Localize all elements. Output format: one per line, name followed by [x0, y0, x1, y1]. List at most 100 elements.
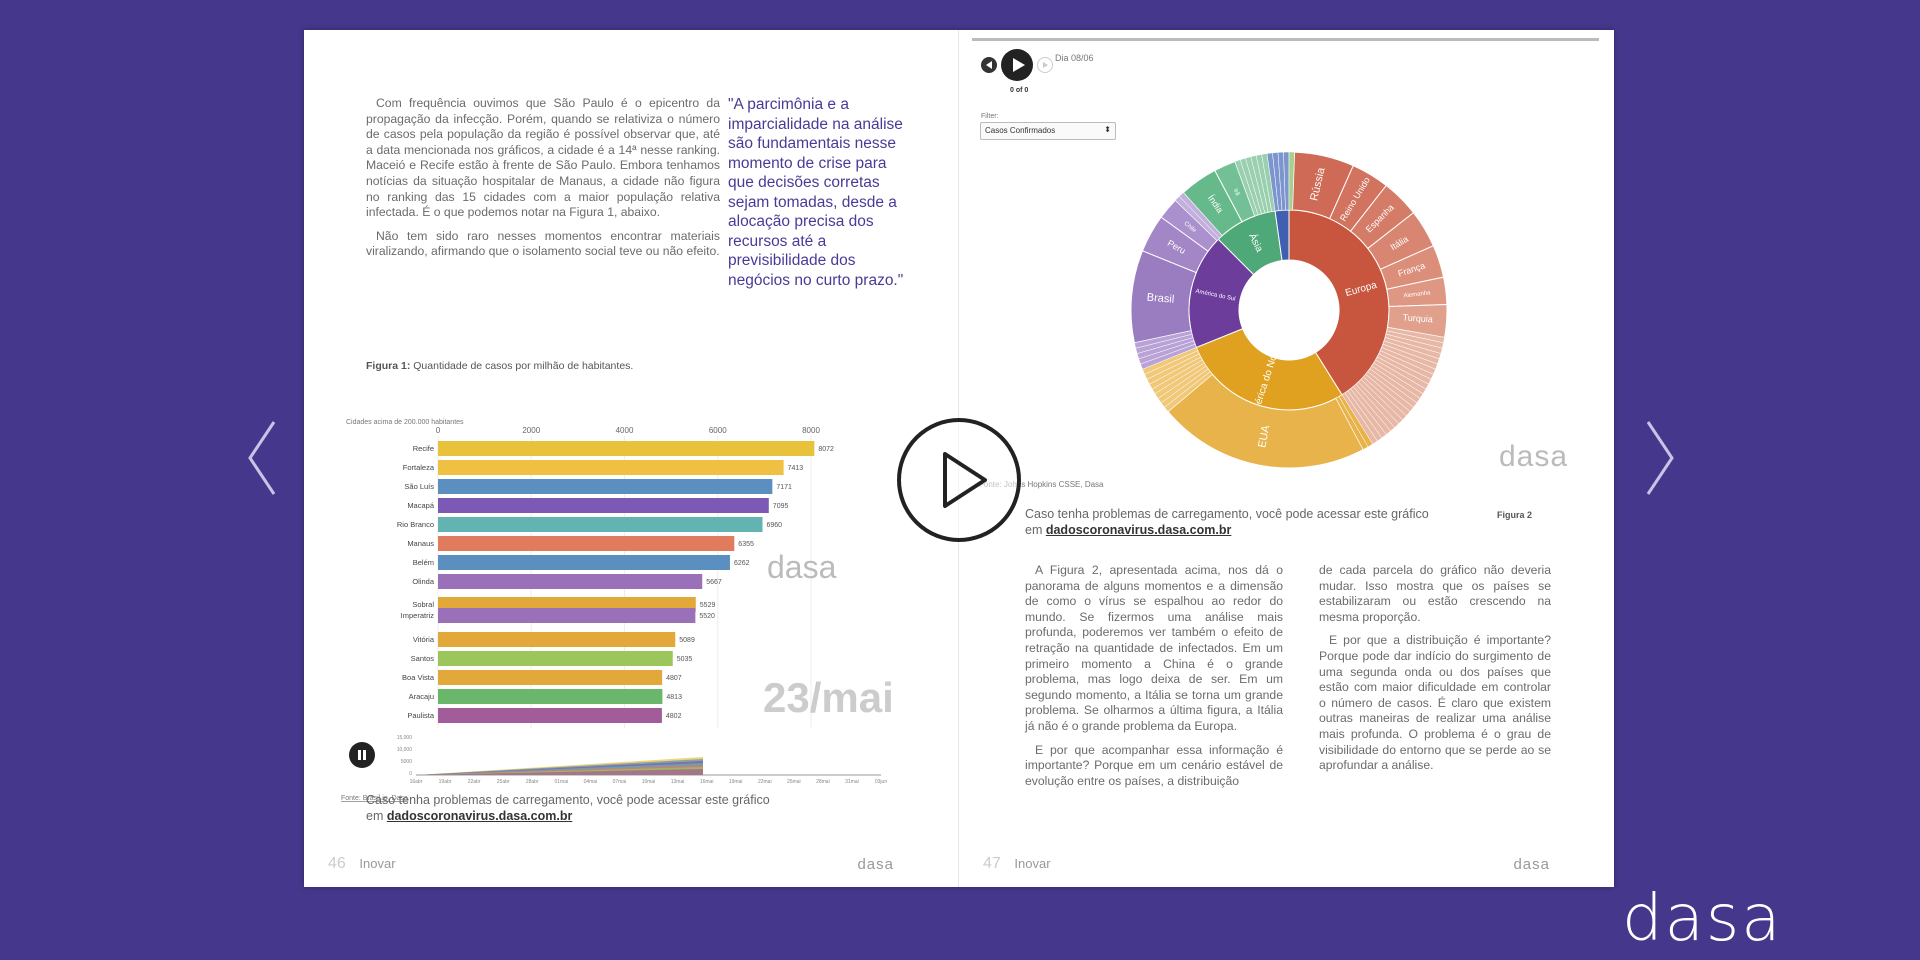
category-label: Imperatriz [401, 611, 435, 620]
sunburst-source: Fonte: Johns Hopkins CSSE, Dasa [979, 480, 1104, 489]
sunburst-outer-label: Alemanha [1403, 290, 1431, 299]
value-label: 7095 [773, 503, 789, 510]
bar [438, 517, 763, 532]
dadoscoronavirus-link[interactable]: dadoscoronavirus.dasa.com.br [1045, 523, 1232, 537]
mini-y-tick: 0 [409, 771, 412, 777]
timeline-tick: 16abr [410, 779, 423, 785]
bar [438, 608, 696, 623]
body-paragraph: de cada parcela do gráfico não deveria m… [1319, 563, 1551, 624]
dasa-logo: dasa [1622, 882, 1783, 956]
previous-page-arrow-icon[interactable] [244, 418, 284, 498]
pull-quote: "A parcimônia e a imparcialidade na anál… [728, 96, 904, 289]
timeline-tick: 19mai [729, 779, 743, 785]
category-label: Sobral [412, 600, 434, 609]
category-label: Manaus [407, 539, 434, 548]
timeline-tick: 31mai [845, 779, 859, 785]
date-label: 23/mai [763, 674, 894, 721]
value-label: 4802 [666, 713, 682, 720]
step-forward-button[interactable] [1037, 57, 1053, 73]
bar [438, 498, 769, 513]
step-forward-icon [1043, 62, 1048, 68]
category-label: Fortaleza [403, 463, 435, 472]
section-name: Inovar [1014, 856, 1051, 871]
bar [438, 632, 676, 647]
step-back-icon [986, 61, 992, 69]
right-page: Dia 08/06 0 of 0 Filter: Casos Confirmad… [959, 30, 1614, 887]
timeline-area [416, 769, 703, 775]
bar [438, 441, 815, 456]
sunburst-play-button[interactable] [1001, 49, 1033, 81]
bar [438, 479, 773, 494]
value-label: 4807 [666, 675, 682, 682]
sunburst-minor-segment [1134, 330, 1193, 349]
play-icon [1013, 58, 1025, 72]
next-page-arrow-icon[interactable] [1638, 418, 1678, 498]
timeline-tick: 07mai [613, 779, 627, 785]
step-back-button[interactable] [981, 57, 997, 73]
timeline-tick: 16mai [700, 779, 714, 785]
timeline-tick: 10mai [642, 779, 656, 785]
body-paragraph: Não tem sido raro nesses momentos encont… [366, 228, 720, 259]
category-label: Rio Branco [397, 520, 434, 529]
category-label: Belém [413, 558, 434, 567]
category-label: Macapá [407, 501, 435, 510]
category-label: São Luís [404, 482, 434, 491]
chart-logo: dasa [1499, 440, 1569, 473]
page-number: 46 [328, 855, 346, 872]
category-label: Boa Vista [402, 673, 435, 682]
body-paragraph: E por que a distribuição é importante? P… [1319, 633, 1551, 773]
filter-select[interactable]: Casos Confirmados ⬍ [980, 122, 1116, 140]
x-tick-label: 8000 [802, 426, 820, 435]
category-label: Paulista [407, 711, 435, 720]
pause-button[interactable] [349, 742, 375, 768]
value-label: 4813 [666, 694, 682, 701]
bar [438, 460, 784, 475]
mini-y-tick: 10,000 [397, 747, 413, 753]
bar [438, 689, 663, 704]
timeline-tick: 01mai [555, 779, 569, 785]
value-label: 6960 [767, 522, 783, 529]
footer-logo: dasa [1513, 856, 1550, 873]
category-label: Santos [411, 654, 435, 663]
sunburst-outer-label: EUA [1256, 424, 1272, 449]
loading-note: Caso tenha problemas de carregamento, vo… [1025, 507, 1429, 537]
play-circle-icon [897, 418, 1021, 542]
value-label: 7171 [776, 484, 792, 491]
category-label: Vitória [413, 635, 435, 644]
page-footer: 46 Inovar [328, 855, 396, 873]
x-tick-label: 4000 [616, 426, 634, 435]
sunburst-outer-label: Brasil [1146, 291, 1174, 305]
timeline-tick: 25mai [787, 779, 801, 785]
body-paragraph: A Figura 2, apresentada acima, nos dá o … [1025, 563, 1283, 733]
value-label: 6355 [738, 541, 754, 548]
dadoscoronavirus-link[interactable]: dadoscoronavirus.dasa.com.br [386, 809, 573, 823]
sunburst-outer-label: Turquia [1402, 312, 1433, 324]
bar [438, 574, 703, 589]
bar [438, 670, 663, 685]
value-label: 7413 [788, 465, 804, 472]
video-play-button[interactable] [895, 416, 1023, 544]
figure-label: Figura 2 [1497, 510, 1533, 520]
magazine-spread: Com frequência ouvimos que São Paulo é o… [304, 30, 1614, 887]
timeline-tick: 22abr [468, 779, 481, 785]
category-label: Olinda [412, 577, 435, 586]
frame-counter: 0 of 0 [1010, 87, 1029, 94]
value-label: 5520 [699, 613, 715, 620]
timeline-tick: 13mai [671, 779, 685, 785]
chart-subtitle: Cidades acima de 200.000 habitantes [346, 419, 464, 426]
bar [438, 536, 735, 551]
progress-track [972, 38, 1599, 41]
x-tick-label: 2000 [522, 426, 540, 435]
timeline-tick: 28abr [526, 779, 539, 785]
value-label: 5667 [706, 579, 722, 586]
page-footer: 47 Inovar [983, 855, 1051, 873]
select-arrow-icon: ⬍ [1104, 125, 1111, 134]
bar [438, 651, 673, 666]
category-label: Aracaju [409, 692, 434, 701]
page-number: 47 [983, 855, 1001, 872]
bar-chart-race: Cidades acima de 200.000 habitantes 0 2000… [341, 388, 941, 803]
sunburst-minor-segment [1178, 192, 1223, 239]
x-tick-label: 0 [436, 426, 441, 435]
